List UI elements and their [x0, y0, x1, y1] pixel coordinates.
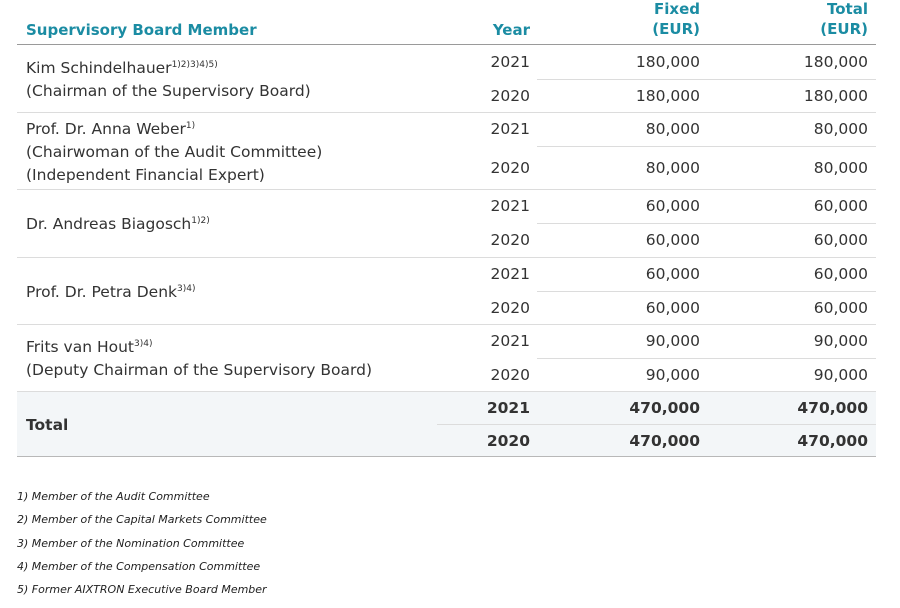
member-role: (Chairwoman of the Audit Committee) — [26, 142, 323, 161]
total-fixed: 470,000 — [629, 432, 700, 450]
member-name-text: Prof. Dr. Petra Denk — [26, 282, 177, 301]
header-member: Supervisory Board Member — [26, 21, 257, 39]
total-amount: 90,000 — [813, 332, 868, 350]
year: 2021 — [490, 265, 530, 283]
footnote-ref: 1)2)3)4)5) — [171, 60, 218, 70]
total-amount: 180,000 — [803, 86, 868, 105]
member-name-text: Dr. Andreas Biagosch — [26, 215, 192, 233]
footnote-ref: 3)4) — [177, 283, 196, 294]
year: 2021 — [490, 197, 530, 215]
footnote-ref: 1)2) — [191, 216, 210, 226]
fixed-amount: 80,000 — [645, 120, 700, 138]
fixed-amount: 180,000 — [635, 53, 700, 71]
rule — [17, 44, 876, 45]
footnote: 2) Member of the Capital Markets Committ… — [17, 513, 267, 527]
total-year: 2020 — [486, 432, 530, 450]
total-total: 470,000 — [797, 432, 868, 450]
total-fixed: 470,000 — [629, 399, 700, 417]
total-year: 2021 — [486, 399, 530, 417]
member-name-text: Prof. Dr. Anna Weber — [26, 119, 186, 138]
rule — [17, 189, 876, 190]
footnote-ref: 3)4) — [134, 339, 153, 349]
rule — [17, 324, 876, 325]
total-amount: 60,000 — [813, 231, 868, 249]
rule — [17, 112, 876, 113]
footnote: 1) Member of the Audit Committee — [17, 490, 210, 503]
year: 2020 — [490, 86, 530, 105]
rule — [537, 146, 876, 147]
total-label: Total — [26, 416, 69, 434]
member-name: Dr. Andreas Biagosch1)2) — [26, 214, 210, 234]
total-total: 470,000 — [797, 399, 868, 417]
fixed-amount: 180,000 — [635, 86, 700, 105]
header-year: Year — [492, 21, 530, 39]
fixed-amount: 90,000 — [645, 332, 700, 350]
member-role: (Chairman of the Supervisory Board) — [26, 82, 311, 100]
member-role: (Independent Financial Expert) — [26, 165, 265, 184]
footnote: 3) Member of the Nomination Committee — [17, 536, 245, 550]
total-amount: 90,000 — [813, 365, 868, 384]
rule — [17, 257, 876, 258]
rule — [537, 223, 876, 224]
member-role: (Deputy Chairman of the Supervisory Boar… — [26, 361, 373, 379]
header-total-unit: (EUR) — [820, 20, 868, 38]
footnote: 4) Member of the Compensation Committee — [17, 559, 261, 573]
fixed-amount: 60,000 — [645, 298, 700, 317]
rule — [437, 424, 876, 425]
year: 2020 — [490, 365, 530, 384]
year: 2020 — [490, 298, 530, 317]
total-amount: 60,000 — [813, 197, 868, 215]
member-name-text: Frits van Hout — [26, 338, 135, 356]
header-fixed-unit: (EUR) — [652, 20, 700, 38]
year: 2021 — [490, 53, 530, 71]
year: 2021 — [490, 120, 530, 138]
header-fixed: Fixed — [654, 0, 700, 18]
total-amount: 80,000 — [813, 158, 868, 177]
member-name-text: Kim Schindelhauer — [26, 59, 172, 77]
fixed-amount: 80,000 — [645, 158, 700, 177]
member-name: Kim Schindelhauer1)2)3)4)5) — [26, 58, 218, 78]
total-amount: 180,000 — [803, 53, 868, 71]
rule — [537, 358, 876, 359]
footnote-ref: 1) — [185, 120, 196, 131]
total-amount: 80,000 — [813, 120, 868, 138]
year: 2020 — [490, 231, 530, 249]
fixed-amount: 60,000 — [645, 231, 700, 249]
footnote: 5) Former AIXTRON Executive Board Member — [17, 583, 267, 597]
fixed-amount: 90,000 — [645, 365, 700, 384]
total-amount: 60,000 — [813, 298, 868, 317]
year: 2021 — [490, 332, 530, 350]
rule — [17, 391, 876, 392]
rule — [537, 291, 876, 292]
member-name: Prof. Dr. Petra Denk3)4) — [26, 282, 195, 302]
member-name: Prof. Dr. Anna Weber1) — [26, 119, 195, 139]
rule — [537, 79, 876, 80]
member-name: Frits van Hout3)4) — [26, 337, 153, 357]
fixed-amount: 60,000 — [645, 197, 700, 215]
rule — [17, 456, 876, 457]
total-amount: 60,000 — [813, 265, 868, 283]
fixed-amount: 60,000 — [645, 265, 700, 283]
year: 2020 — [490, 158, 530, 177]
header-total: Total — [827, 0, 868, 18]
